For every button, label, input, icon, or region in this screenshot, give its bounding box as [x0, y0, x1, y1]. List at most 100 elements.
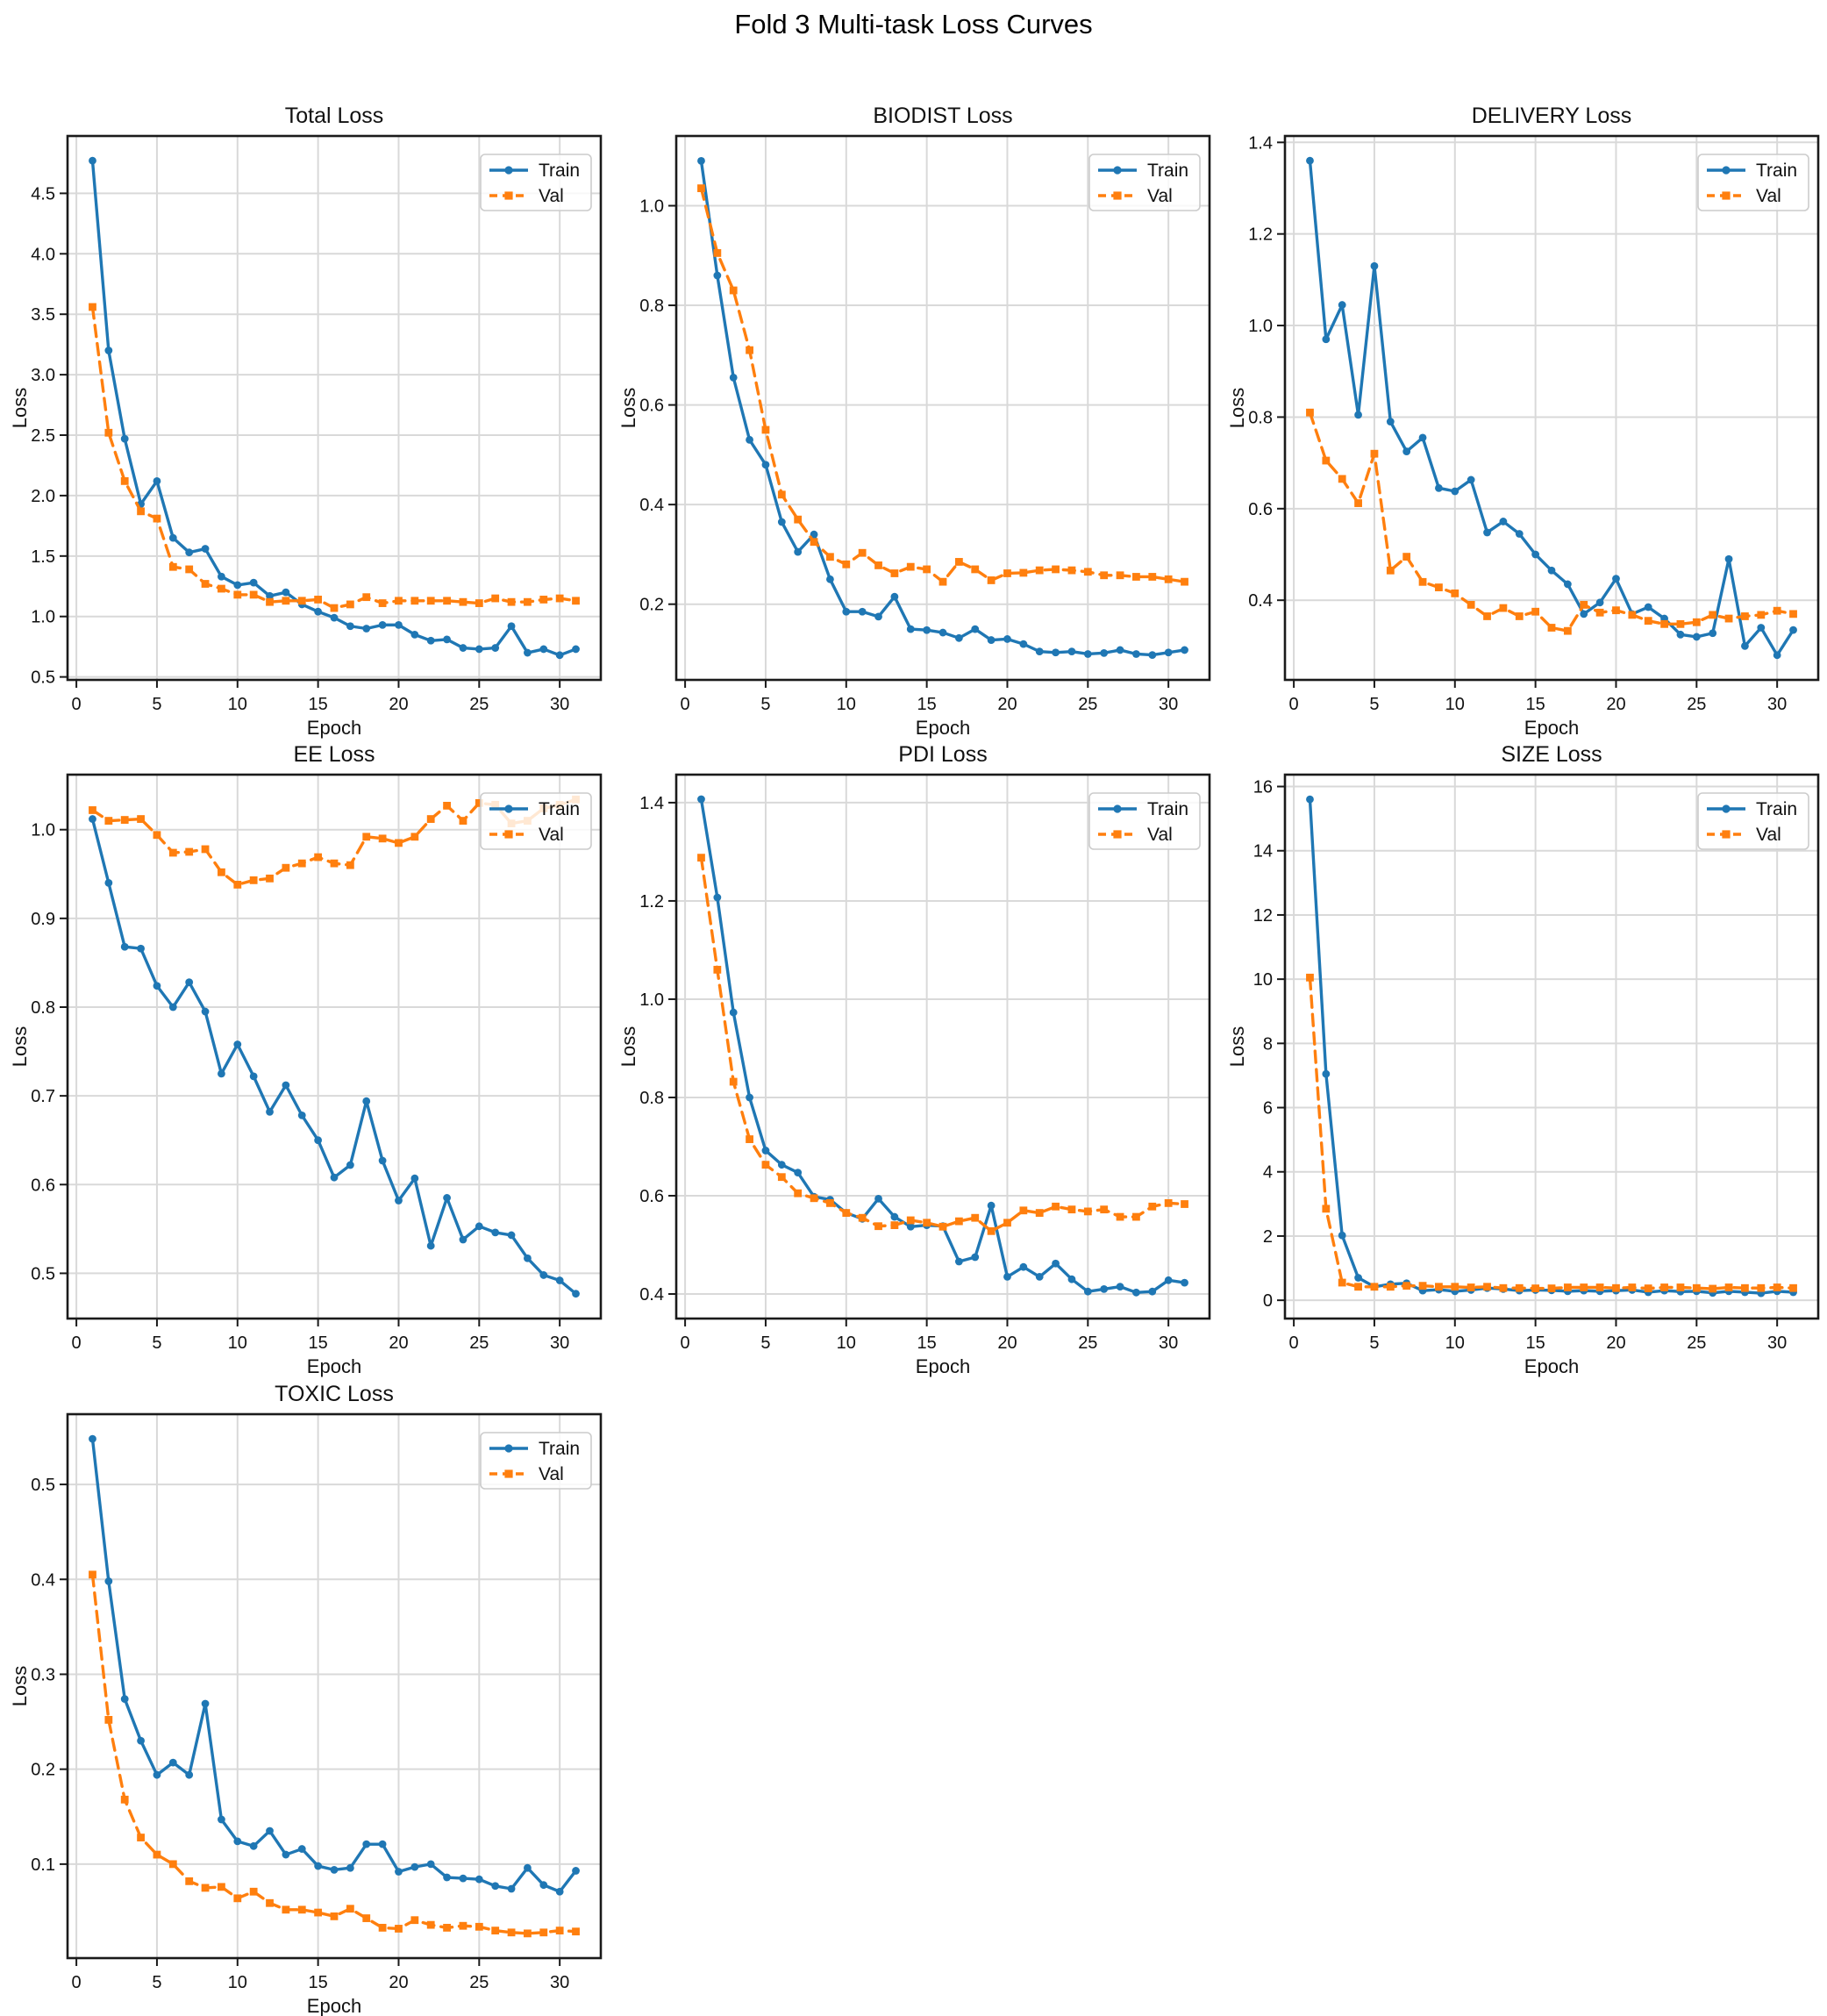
train-marker [443, 1873, 451, 1882]
val-marker [410, 1916, 419, 1925]
val-marker [1435, 1283, 1443, 1291]
train-marker [746, 435, 753, 444]
x-axis-label: Epoch [307, 717, 361, 739]
val-marker [874, 561, 882, 569]
x-tick-label: 5 [152, 1973, 161, 1992]
legend-val-label: Val [1147, 825, 1173, 845]
train-marker [491, 644, 500, 652]
train-marker [1083, 1287, 1092, 1296]
legend: Train Val [480, 154, 592, 211]
val-marker [1116, 571, 1124, 580]
train-marker [890, 1212, 899, 1221]
val-marker [1019, 1206, 1028, 1215]
train-line [90, 1437, 578, 1893]
val-marker [233, 1894, 242, 1903]
val-marker [1644, 1284, 1652, 1292]
val-marker [443, 1923, 451, 1932]
x-axis-label: Epoch [1524, 717, 1579, 739]
train-marker [1644, 603, 1652, 611]
val-marker [507, 1928, 516, 1937]
x-tick-label: 10 [228, 1333, 247, 1353]
val-marker [1370, 449, 1379, 458]
y-tick-label: 0 [1263, 1291, 1273, 1311]
chart-total-loss: 0 5 10 15 20 25 30 0.5 1.0 1.5 2.0 2.5 3.0 3.5 4.0 4.5 T… [9, 104, 603, 739]
panel-title: Total Loss [285, 104, 384, 128]
train-marker [153, 982, 161, 990]
val-marker [330, 1912, 339, 1920]
y-tick-label: 0.4 [639, 1285, 664, 1305]
legend-val-marker [1722, 191, 1731, 200]
val-marker [1003, 1219, 1011, 1227]
train-marker [1100, 1284, 1109, 1293]
val-marker [185, 1877, 194, 1885]
val-marker [1370, 1283, 1379, 1291]
train-marker [1499, 518, 1508, 525]
panel-pdi-loss: 0 5 10 15 20 25 30 0.4 0.6 0.8 1.0 1.2 1.4 PDI Loss Ep… [609, 719, 1217, 1383]
val-marker [137, 1834, 145, 1841]
train-marker [1580, 610, 1588, 618]
axes-border [66, 134, 603, 682]
val-marker [1724, 1283, 1733, 1291]
panel-title: PDI Loss [898, 742, 987, 767]
train-marker [1164, 1276, 1173, 1284]
val-marker [697, 184, 705, 193]
train-marker [185, 548, 194, 557]
train-marker [104, 347, 113, 354]
val-marker [1612, 606, 1620, 615]
train-line [90, 817, 578, 1296]
x-tick-label: 15 [309, 695, 328, 714]
val-marker [539, 1928, 548, 1937]
val-marker [842, 1209, 851, 1217]
y-tick-label: 12 [1253, 906, 1273, 926]
val-marker [201, 1884, 210, 1892]
train-marker [794, 1169, 803, 1177]
val-marker [378, 599, 387, 607]
y-tick-label: 0.6 [639, 1187, 664, 1206]
val-marker [120, 1795, 129, 1804]
train-marker [362, 625, 371, 633]
val-marker [459, 817, 467, 825]
val-marker [314, 596, 323, 604]
panel-size-loss: 0 5 10 15 20 25 30 0 2 4 6 8 10 12 14 16 SIZE Loss Epoch L… [1217, 719, 1826, 1383]
train-marker [761, 461, 770, 469]
val-marker [1083, 568, 1092, 576]
y-tick-label: 1.0 [31, 821, 55, 840]
y-tick-label: 0.3 [31, 1665, 55, 1684]
legend-train-label: Train [1147, 799, 1188, 819]
val-marker [555, 594, 564, 603]
val-marker [1164, 575, 1173, 583]
train-marker [249, 578, 258, 587]
train-marker [1148, 651, 1157, 660]
train-marker [572, 1867, 580, 1875]
val-marker [1322, 1205, 1331, 1213]
train-marker [330, 613, 339, 622]
val-marker [153, 831, 161, 840]
train-marker [1067, 1275, 1076, 1283]
train-marker [1306, 156, 1314, 165]
val-marker [1003, 569, 1011, 577]
train-marker [378, 1156, 387, 1165]
train-marker [1692, 633, 1701, 641]
val-marker [104, 428, 113, 437]
val-marker [890, 1221, 899, 1229]
train-marker [987, 1201, 996, 1210]
x-tick-label: 0 [681, 1333, 690, 1353]
x-tick-label: 5 [760, 1333, 770, 1353]
train-marker [1354, 1274, 1362, 1282]
val-marker [395, 839, 403, 847]
val-marker [1451, 589, 1459, 597]
x-tick-label: 20 [1606, 1333, 1625, 1353]
val-marker [1100, 571, 1109, 580]
legend-val-label: Val [539, 186, 564, 206]
val-marker [713, 965, 722, 974]
x-tick-label: 30 [550, 695, 569, 714]
val-marker [906, 562, 915, 571]
train-marker [539, 645, 548, 654]
legend-train-label: Train [1147, 161, 1188, 181]
val-marker [1067, 566, 1076, 575]
train-marker [777, 518, 786, 526]
train-marker [330, 1173, 339, 1182]
val-marker [1660, 1283, 1668, 1291]
legend-val-label: Val [1147, 186, 1173, 206]
val-marker [987, 576, 996, 584]
